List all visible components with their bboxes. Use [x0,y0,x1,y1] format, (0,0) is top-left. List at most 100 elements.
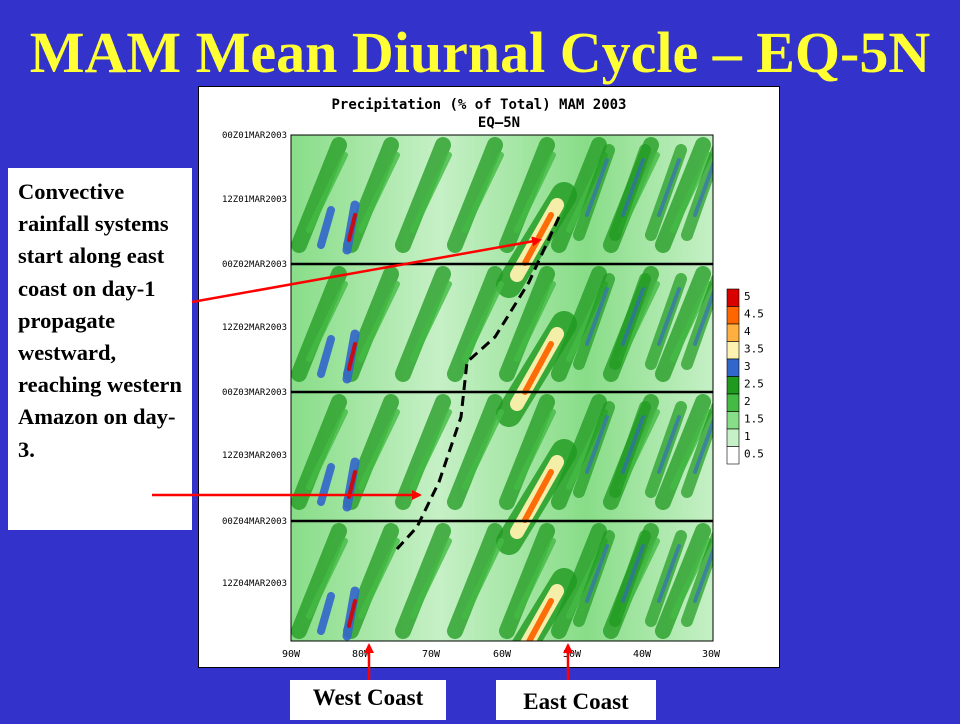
precip-streak [343,523,399,639]
colorbar-label: 3 [744,360,751,373]
precip-streak [347,342,357,371]
precip-streak [670,538,712,619]
precip-streak [462,152,504,233]
colorbar-label: 5 [744,290,751,303]
precip-streak [343,137,399,253]
hovmoller-figure: Precipitation (% of Total) MAM 2003 EQ–5… [198,86,780,668]
precip-streak [621,158,645,217]
precip-streak [395,137,451,253]
precip-streak [499,523,555,639]
y-tick-label: 00Z02MAR2003 [222,260,287,270]
plot-frame [290,134,714,642]
precip-streak [522,469,554,523]
precip-streak [317,592,335,635]
precip-streak [306,538,348,619]
precip-streak [693,545,713,603]
plot-title: Precipitation (% of Total) MAM 2003 [331,97,626,113]
colorbar-label: 4 [744,325,751,338]
precip-streak [395,523,451,639]
precip-streak [462,409,504,490]
precip-streak [347,599,357,628]
precip-streak [655,523,711,639]
precip-streak [670,409,712,490]
precip-streak [410,538,452,619]
precip-streak [306,152,348,233]
precip-streak [291,394,347,510]
x-tick-label: 60W [493,649,512,660]
precip-streak [551,523,607,639]
precip-streak [621,415,645,474]
y-tick-label: 00Z01MAR2003 [222,131,287,141]
x-tick-label: 70W [422,649,441,660]
colorbar-swatch [726,358,740,377]
precip-streak [621,544,645,603]
precip-streak [410,152,452,233]
precip-streak [585,544,609,603]
precip-streak [358,409,400,490]
precip-streak [585,158,609,217]
colorbar-swatch [726,446,740,465]
colorbar-swatch [726,306,740,325]
colorbar-label: 3.5 [744,343,764,356]
colorbar-label: 1 [744,430,751,443]
precip-streak [462,538,504,619]
colorbar: 5 4.5 4 3.5 3 2.5 2 1.5 1 0.5 [726,288,764,465]
precip-streak [447,394,503,510]
precip-streak [693,416,713,474]
colorbar-swatch [726,341,740,360]
precip-streak [657,415,681,474]
precip-streak [522,341,554,395]
colorbar-swatch [726,428,740,447]
x-tick-label: 30W [702,649,721,660]
precip-streak [358,538,400,619]
x-tick-label: 80W [352,649,371,660]
precip-streak [347,213,357,242]
colorbar-swatch [726,323,740,342]
precip-streak [347,470,357,499]
hovmoller-plot: Precipitation (% of Total) MAM 2003 EQ–5… [222,97,764,660]
y-tick-label: 12Z04MAR2003 [222,579,287,589]
x-tick-label: 40W [633,649,652,660]
x-tick-label: 90W [282,649,301,660]
y-tick-label: 00Z04MAR2003 [222,517,287,527]
y-tick-label: 12Z03MAR2003 [222,451,287,461]
precip-streak [655,266,711,382]
colorbar-swatch [726,411,740,430]
colorbar-label: 2.5 [744,378,764,391]
colorbar-label: 1.5 [744,413,764,426]
precip-streak [585,287,609,346]
precip-streak [514,152,556,233]
precip-streak [499,266,555,382]
precip-streak [525,598,554,641]
precip-streak [670,281,712,362]
precip-streak [343,394,399,510]
callout-box: Convective rainfall systems start along … [8,168,192,530]
precip-streak [551,137,607,253]
west-coast-label: West Coast [290,680,446,720]
precip-streak [693,159,713,217]
y-tick-label: 12Z01MAR2003 [222,195,287,205]
precip-streak [657,158,681,217]
precip-streak [514,281,556,362]
precip-streak [447,137,503,253]
colorbar-swatch [726,376,740,395]
precip-streak [291,523,347,639]
precip-streak [317,335,335,378]
colorbar-label: 2 [744,395,751,408]
precip-streak [514,538,556,619]
precip-streak [655,394,711,510]
colorbar-swatch [726,288,740,307]
precip-streak [621,287,645,346]
y-tick-label: 00Z03MAR2003 [222,388,287,398]
precip-streak [447,523,503,639]
precip-streak [657,544,681,603]
precip-streak [306,409,348,490]
precip-streak [499,394,555,510]
precip-streak [585,415,609,474]
plot-subtitle: EQ–5N [478,115,520,131]
precip-streak [395,394,451,510]
y-tick-label: 12Z02MAR2003 [222,323,287,333]
precip-streak [514,409,556,490]
precip-streak [358,152,400,233]
x-tick-label: 50W [563,649,582,660]
